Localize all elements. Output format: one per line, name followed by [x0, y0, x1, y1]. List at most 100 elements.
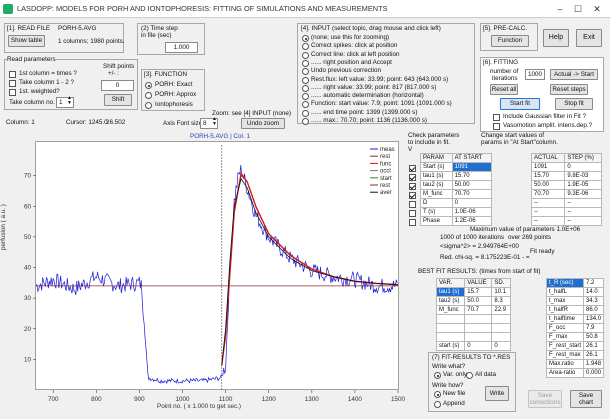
input-option-label: Undo previous correction: [311, 67, 382, 75]
reset-all-button[interactable]: Reset all: [490, 84, 518, 95]
append-radio[interactable]: [434, 401, 441, 408]
var-only-radio[interactable]: [434, 372, 441, 379]
vasomotion-checkbox[interactable]: [493, 123, 500, 130]
porh-exact-radio[interactable]: [145, 82, 152, 89]
table-cell: STEP (%): [564, 153, 602, 163]
input-option-radio[interactable]: [302, 76, 309, 84]
table-cell: tau1 (s): [435, 287, 466, 297]
table-row: F_occ 7.9: [545, 323, 605, 333]
plot-area[interactable]: [35, 141, 399, 390]
table-cell: [491, 323, 511, 333]
table-cell: M_func: [420, 189, 453, 199]
undo-zoom-button[interactable]: Undo zoom: [241, 118, 285, 129]
take-column-spinner-icon[interactable]: ▲ ▼: [67, 95, 72, 106]
input-option-radio[interactable]: [302, 93, 309, 101]
stop-fit-button[interactable]: Stop fit: [555, 98, 593, 110]
porh-approx-radio[interactable]: [145, 92, 152, 99]
take-col-label: Take column 1 - 2 ?: [19, 79, 74, 86]
legend-entry: rest: [380, 154, 390, 160]
input-option-label: ...... right position and Accept: [311, 58, 392, 66]
time-step-input[interactable]: 1.000: [165, 42, 198, 53]
param-include-checkbox[interactable]: [409, 201, 416, 208]
save-corrections-button[interactable]: Save corrections: [528, 390, 562, 408]
input-option-label: ...... right value: 33.99; point: 817 (8…: [311, 83, 437, 91]
table-cell: 15.7: [464, 287, 493, 297]
show-table-button[interactable]: Show table: [8, 35, 45, 47]
reset-steps-button[interactable]: Reset steps: [550, 84, 588, 95]
param-include-checkbox[interactable]: [409, 210, 416, 217]
sigma-status: <sigma^2> = 2.949764E+00: [440, 243, 519, 250]
axis-font-input[interactable]: 8: [200, 118, 218, 129]
iterations-label: number of: [490, 68, 519, 75]
legend-entry: aver: [380, 190, 392, 196]
start-fit-button[interactable]: Start fit: [500, 98, 540, 110]
x-tick-label: 1300: [305, 396, 320, 403]
input-option-radio[interactable]: [302, 35, 309, 42]
take-column-no-label: Take column no.: [9, 99, 55, 106]
new-file-radio[interactable]: [434, 391, 441, 398]
input-option-label: Correct spikes: click at position: [311, 42, 398, 50]
vasomotion-label: Vasomotion amplit. intens.dep.?: [503, 122, 593, 129]
legend-entry: func: [380, 161, 391, 167]
iontophoresis-radio[interactable]: [145, 102, 152, 109]
table-cell: 70.7: [464, 305, 493, 315]
input-option-radio[interactable]: [302, 43, 309, 51]
param-include-checkbox[interactable]: [409, 183, 416, 190]
all-data-radio[interactable]: [466, 372, 473, 379]
take-column-input[interactable]: 1: [56, 97, 74, 108]
fit-ready-status: Fit ready: [530, 248, 555, 255]
window-title: LASDOPP: MODELS FOR PORH AND IONTOPHORES…: [17, 4, 388, 13]
shift-points-label: Shift points: [103, 63, 135, 70]
minimize-button[interactable]: –: [557, 4, 563, 14]
input-option-radio[interactable]: [302, 68, 309, 76]
change-start-label-2: params in "At Start"column.: [481, 139, 558, 146]
table-row: tau2 (s) 50.0 8.3: [435, 296, 511, 306]
input-option-radio[interactable]: [302, 59, 309, 67]
actual-to-start-button[interactable]: Actual -> Start: [550, 69, 598, 80]
table-row: [435, 314, 511, 324]
input-option-radio[interactable]: [302, 118, 309, 125]
write-button[interactable]: Write: [485, 386, 509, 401]
first-col-times-checkbox[interactable]: [9, 71, 16, 78]
take-col-checkbox[interactable]: [9, 80, 16, 87]
check-params-marker: V: [408, 146, 413, 153]
table-row: T (s) 1.0E-06: [420, 207, 493, 217]
function-label: [3]. FUNCTION: [144, 71, 188, 78]
param-include-checkbox[interactable]: [409, 192, 416, 199]
legend-entry: meas: [380, 147, 395, 153]
table-cell: 0: [451, 198, 493, 208]
param-include-checkbox[interactable]: [409, 219, 416, 226]
input-label: [4]. INPUT (select topic, drag mouse and…: [301, 25, 441, 32]
save-chart-button[interactable]: Save chart: [570, 390, 602, 408]
input-option-label: Rest.flux: left value: 33.99; point: 643…: [311, 75, 449, 83]
maximize-button[interactable]: ☐: [573, 4, 583, 14]
table-row: t_max 34.3: [545, 296, 605, 306]
param-include-checkbox[interactable]: [409, 165, 416, 172]
axis-font-spinner-icon[interactable]: ▲ ▼: [212, 116, 217, 127]
x-axis-label: Point no. ( x 1.000 to get sec.): [157, 403, 242, 410]
shift-button[interactable]: Shift: [104, 94, 132, 106]
chart[interactable]: 700 800 900 1000 1100 1200 1300 1400 1500 10 20 30 4…: [0, 131, 420, 419]
gaussian-filter-checkbox[interactable]: [493, 114, 500, 121]
input-option-radio[interactable]: [302, 51, 309, 59]
table-header-row: PARAM AT START: [420, 153, 493, 163]
function-button[interactable]: Function: [491, 35, 529, 47]
help-button[interactable]: Help: [543, 29, 569, 47]
table-row: Phase 1.2E-06: [420, 216, 493, 226]
shift-points-input[interactable]: 0: [101, 80, 134, 91]
table-cell: 1.948: [583, 359, 605, 369]
table-cell: 26.1: [583, 350, 605, 360]
table-row: 1091 0: [530, 162, 602, 172]
input-option-radio[interactable]: [302, 101, 309, 109]
iterations-input[interactable]: 1000: [525, 69, 545, 80]
exit-button[interactable]: Exit: [576, 29, 602, 47]
y-tick-label: 30: [24, 295, 32, 302]
param-table[interactable]: PARAM AT START Start (s) 1091 tau1 (s) 15.70 t…: [420, 153, 493, 226]
weighted-checkbox[interactable]: [9, 89, 16, 96]
input-option-radio[interactable]: [302, 84, 309, 92]
input-option-radio[interactable]: [302, 109, 309, 117]
table-row: [435, 323, 511, 333]
table-cell: 70.70: [451, 189, 493, 199]
param-include-checkbox[interactable]: [409, 174, 416, 181]
close-button[interactable]: ✕: [593, 4, 601, 14]
